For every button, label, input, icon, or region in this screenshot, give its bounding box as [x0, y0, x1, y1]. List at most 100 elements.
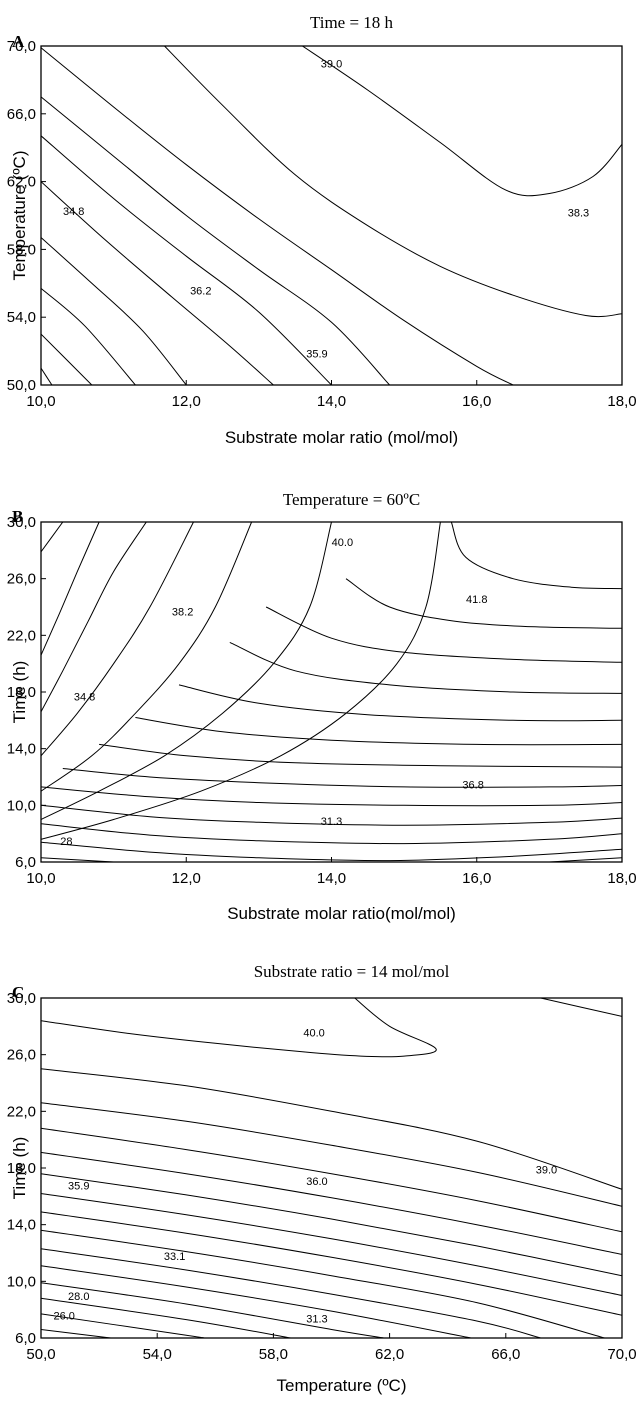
chart-title: Temperature = 60ºC [283, 490, 420, 509]
contour-label: 40.0 [332, 537, 353, 549]
contour-line [41, 1248, 541, 1338]
contour-line [41, 522, 253, 792]
contour-label: 38.2 [172, 607, 193, 619]
contour-line [41, 1068, 622, 1190]
contour-line [540, 998, 622, 1017]
plot-frame [40, 521, 623, 863]
y-axis-label: Temperature (ºC) [10, 151, 29, 281]
contour-label: 31.3 [306, 1313, 327, 1325]
x-tick-label: 18,0 [607, 870, 636, 887]
contour-label: 36.2 [190, 286, 211, 298]
contour-label: 38.3 [568, 208, 589, 220]
x-axis-label: Temperature (ºC) [277, 1376, 407, 1395]
x-tick-label: 62,0 [375, 1346, 404, 1363]
x-tick-label: 12,0 [172, 393, 201, 410]
contour-line [41, 47, 514, 385]
y-tick-label: 26,0 [7, 1047, 36, 1064]
x-axis-label: Substrate molar ratio(mol/mol) [227, 904, 456, 923]
contour-line [41, 522, 147, 713]
contour-label: 34.8 [63, 206, 84, 218]
contour-label: 26.0 [54, 1311, 75, 1323]
y-tick-label: 14,0 [7, 741, 36, 758]
contour-line [41, 1151, 622, 1255]
chart-title: Substrate ratio = 14 mol/mol [254, 962, 450, 981]
x-axis-label: Substrate molar ratio (mol/mol) [225, 428, 458, 447]
contour-label: 39.0 [536, 1165, 557, 1177]
y-tick-label: 66,0 [7, 106, 36, 123]
y-tick-label: 70,0 [7, 38, 36, 55]
y-tick-label: 18,0 [7, 1160, 36, 1177]
contour-line [41, 237, 187, 385]
y-tick-label: 10,0 [7, 797, 36, 814]
contour-line [41, 333, 93, 385]
contour-label: 36.8 [462, 779, 483, 791]
y-tick-label: 26,0 [7, 571, 36, 588]
contour-line [41, 998, 437, 1058]
contour-line [41, 1173, 622, 1277]
contour-line [41, 1297, 291, 1338]
y-tick-label: 58,0 [7, 241, 36, 258]
contour-line [41, 288, 136, 385]
x-tick-label: 58,0 [259, 1346, 288, 1363]
contour-label: 39.0 [321, 59, 342, 71]
y-tick-label: 22,0 [7, 627, 36, 644]
contour-line [41, 1229, 605, 1338]
contour-line [41, 522, 332, 820]
y-tick-label: 62,0 [7, 174, 36, 191]
y-axis-label: Time (h) [10, 1137, 29, 1200]
contour-label: 28 [60, 836, 72, 848]
chart-panel-c: Substrate ratio = 14 mol/mol C 40.0 39.0 36.… [7, 962, 637, 1395]
plot-frame [40, 45, 623, 386]
y-tick-label: 30,0 [7, 990, 36, 1007]
y-axis-label: Time (h) [10, 661, 29, 724]
x-tick-label: 10,0 [26, 393, 55, 410]
contour-line [41, 522, 64, 553]
y-tick-label: 14,0 [7, 1217, 36, 1234]
contour-line [229, 641, 622, 694]
y-tick-label: 6,0 [15, 854, 36, 871]
panel-letter: A [12, 32, 25, 51]
contour-label: 36.0 [306, 1176, 327, 1188]
x-tick-label: 18,0 [607, 393, 636, 410]
y-tick-label: 54,0 [7, 309, 36, 326]
contour-line [41, 786, 622, 807]
contour-line [265, 606, 622, 663]
contour-line [41, 1211, 622, 1316]
y-tick-label: 6,0 [15, 1330, 36, 1347]
x-tick-label: 70,0 [607, 1346, 636, 1363]
contour-label: 33.1 [164, 1251, 185, 1263]
x-tick-label: 50,0 [26, 1346, 55, 1363]
contour-label: 35.9 [68, 1180, 89, 1192]
contour-line [99, 743, 622, 768]
chart-panel-a: Time = 18 h A 39.0 38.3 34.8 36.2 35.9 10,0 12,0… [7, 13, 637, 447]
contour-line [41, 181, 274, 385]
contour-label: 41.8 [466, 594, 487, 606]
contour-lines [41, 46, 622, 385]
contour-label: 35.9 [306, 348, 327, 360]
y-tick-label: 30,0 [7, 514, 36, 531]
x-tick-label: 16,0 [462, 393, 491, 410]
chart-panel-b: Temperature = 60ºC B 40.0 41.8 38.2 34.8 36.8 3… [7, 490, 637, 923]
y-tick-label: 22,0 [7, 1103, 36, 1120]
x-tick-label: 14,0 [317, 393, 346, 410]
x-tick-label: 16,0 [462, 870, 491, 887]
panel-letter: B [12, 507, 23, 526]
contour-line [41, 522, 194, 757]
contour-line [178, 684, 622, 722]
x-tick-label: 12,0 [172, 870, 201, 887]
contour-line [41, 1193, 622, 1296]
contour-label: 31.3 [321, 816, 342, 828]
contour-line [41, 1329, 111, 1338]
contour-line [164, 46, 622, 318]
chart-title: Time = 18 h [310, 13, 394, 32]
contour-line [41, 1265, 471, 1338]
x-tick-label: 14,0 [317, 870, 346, 887]
contour-label: 28.0 [68, 1291, 89, 1303]
contour-line [41, 96, 390, 385]
contour-label: 40.0 [303, 1027, 324, 1039]
x-tick-label: 54,0 [143, 1346, 172, 1363]
contour-lines [41, 998, 622, 1338]
contour-label: 34.8 [74, 692, 95, 704]
contour-line [41, 135, 332, 385]
